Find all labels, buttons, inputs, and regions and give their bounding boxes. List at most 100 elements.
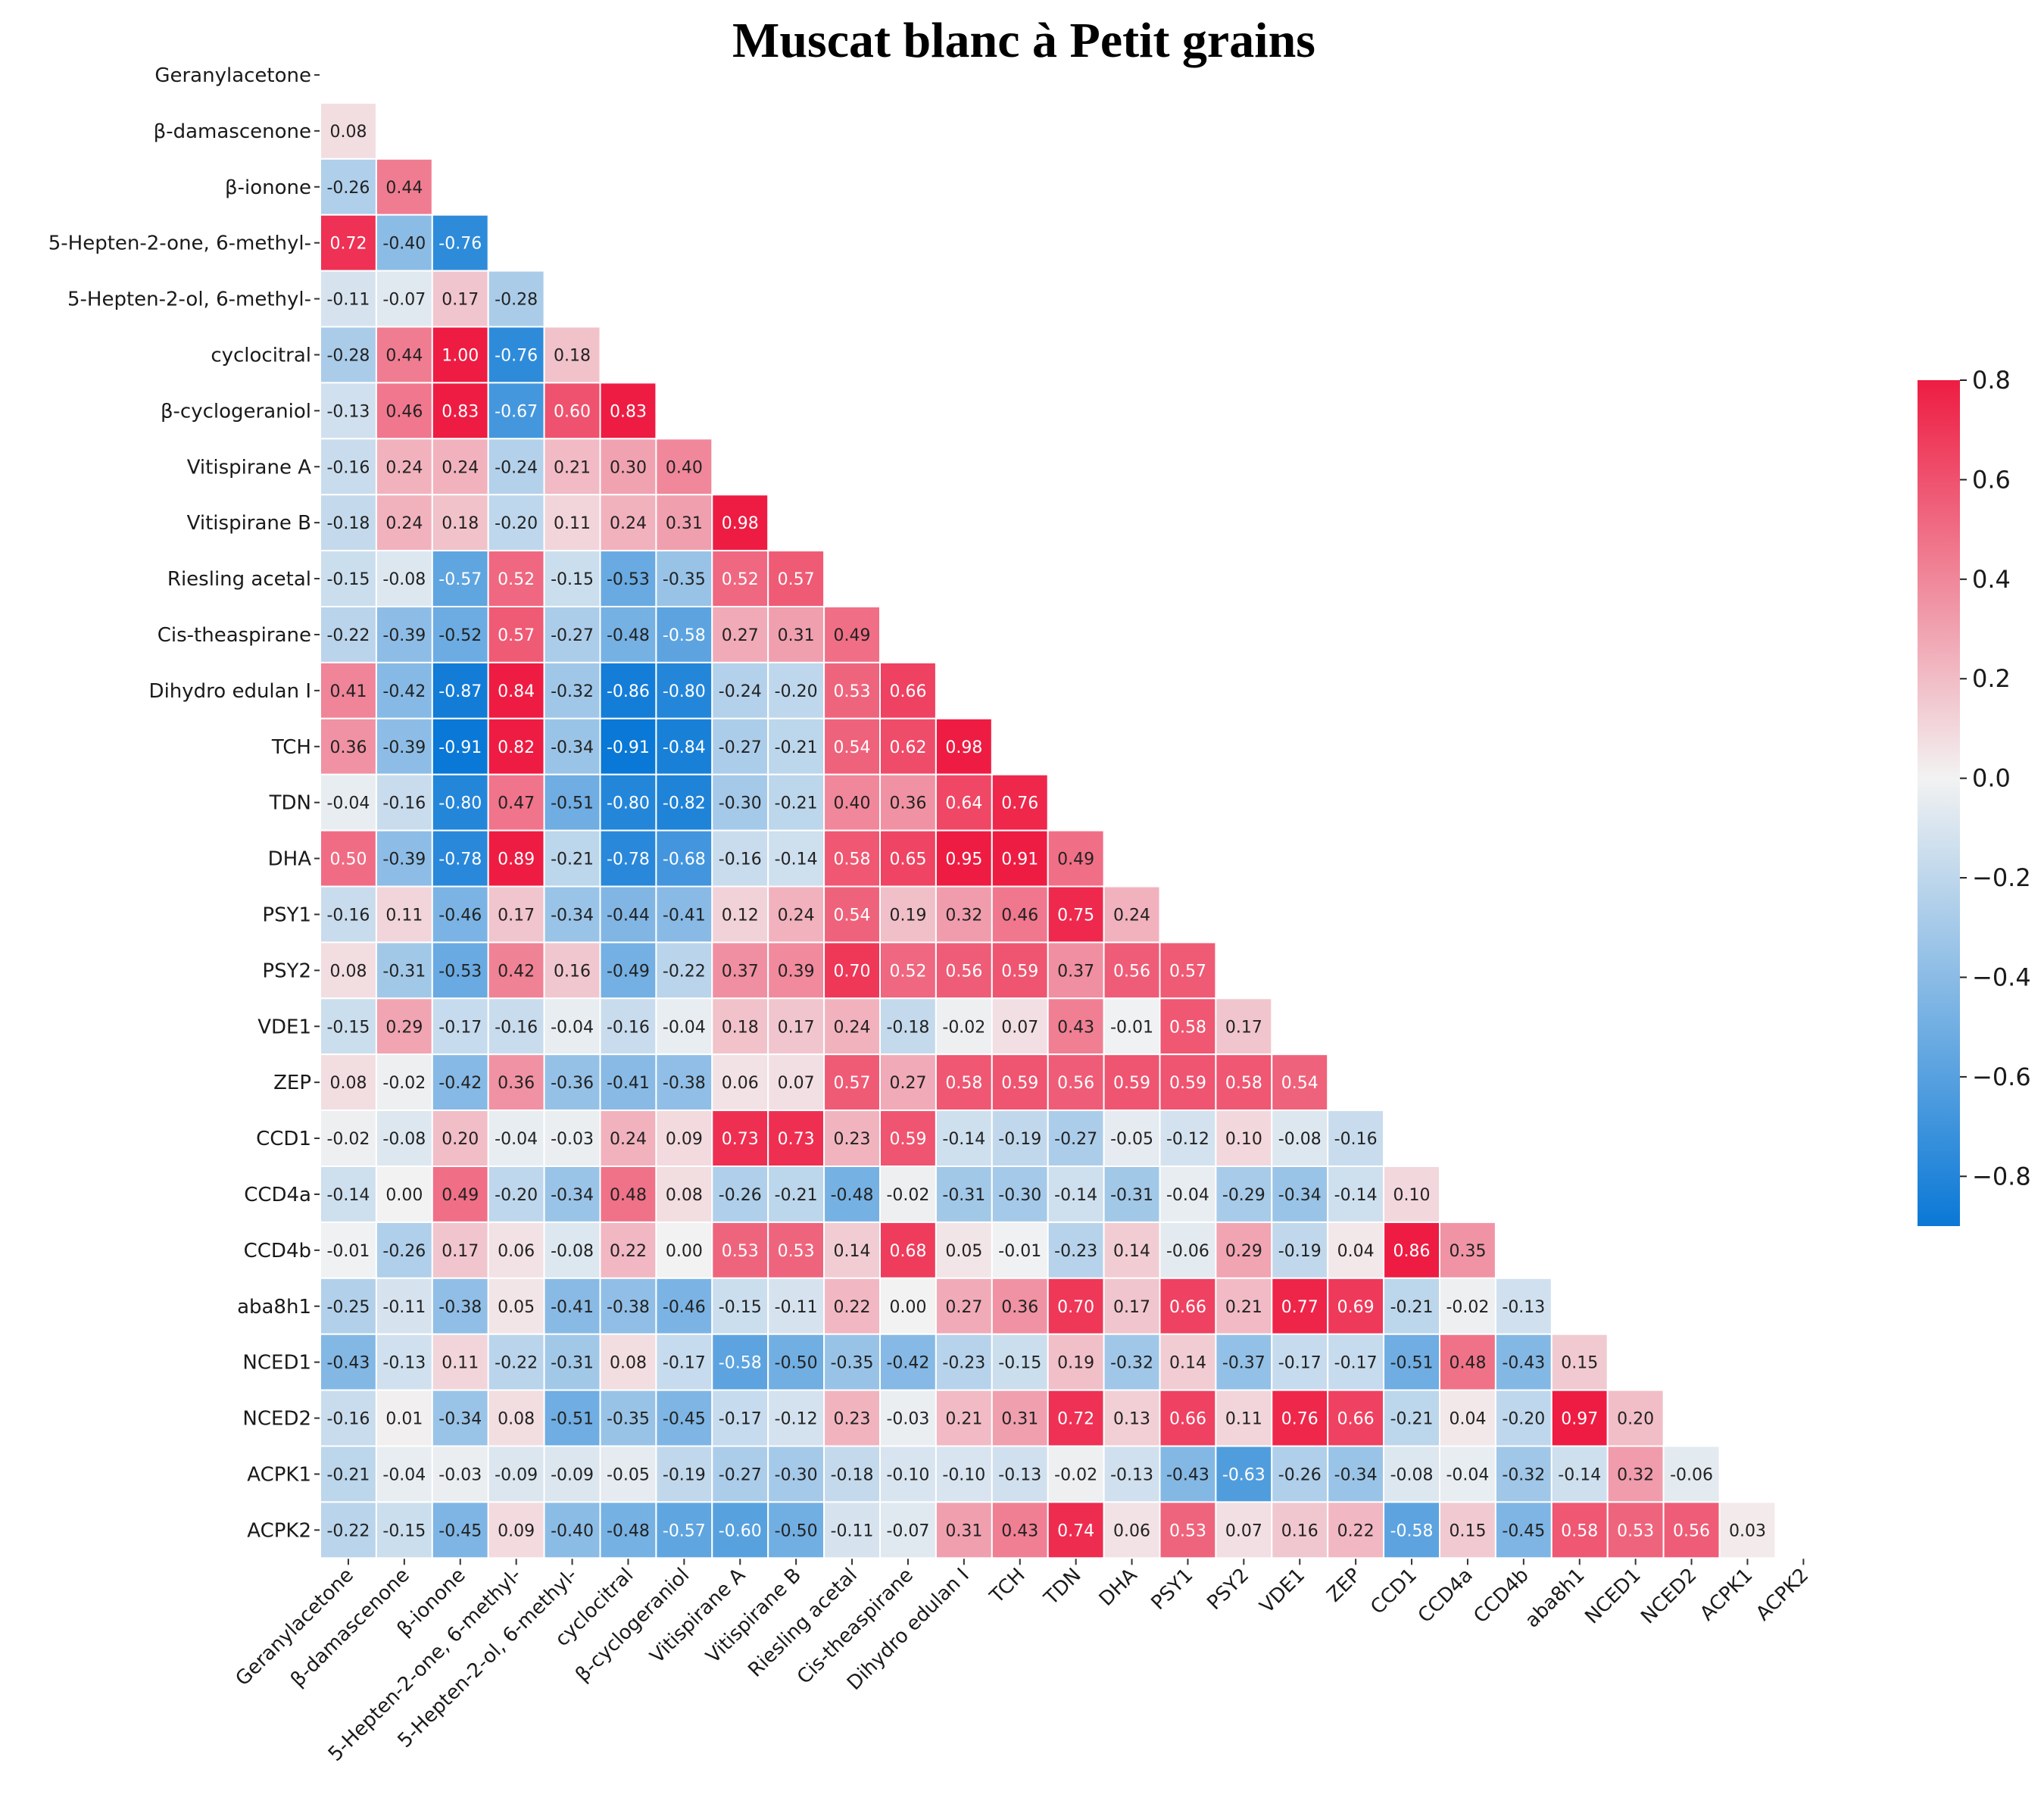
cell-value-label: 0.47: [498, 794, 535, 813]
cell-value-label: -0.16: [326, 458, 370, 477]
heatmap-cell: [1159, 1501, 1217, 1559]
cell-value-label: 0.31: [1001, 1410, 1038, 1429]
cell-value-label: 0.36: [498, 1074, 535, 1093]
cell-value-label: -0.21: [775, 738, 818, 757]
heatmap-cell: [599, 1501, 657, 1559]
heatmap-cell: [991, 997, 1049, 1056]
heatmap-cell: [711, 717, 769, 775]
heatmap-cell: [431, 1053, 489, 1112]
cell-value-label: -0.01: [1110, 1018, 1153, 1037]
colorbar-tick-label: −0.6: [1972, 1063, 2031, 1091]
cell-value-label: -0.15: [326, 1018, 370, 1037]
heatmap-cell: [1383, 1389, 1440, 1447]
heatmap-cell: [1159, 941, 1217, 1000]
cell-value-label: 0.98: [722, 514, 759, 533]
heatmap-cell: [823, 773, 881, 832]
cell-value-label: 0.98: [945, 738, 982, 757]
cell-value-label: -0.02: [382, 1074, 426, 1093]
heatmap-cell: [935, 997, 993, 1056]
cell-value-label: -0.16: [607, 1018, 650, 1037]
cell-value-label: 0.60: [554, 402, 591, 421]
cell-value-label: 0.10: [1225, 1130, 1262, 1149]
cell-value-label: -0.41: [607, 1074, 650, 1093]
cell-value-label: 0.29: [1225, 1242, 1262, 1261]
y-tick-label: Riesling acetal: [167, 568, 311, 591]
cell-value-label: -0.04: [382, 1465, 426, 1484]
heatmap-cell: [1550, 1501, 1609, 1559]
cell-value-label: 0.40: [834, 794, 871, 813]
cell-value-label: 0.16: [554, 962, 591, 981]
cell-value-label: 0.46: [1001, 906, 1038, 925]
heatmap-cell: [1606, 1389, 1665, 1447]
cell-value-label: -0.58: [719, 1354, 762, 1373]
heatmap-cell: [487, 382, 545, 440]
cell-value-label: -0.46: [663, 1298, 706, 1317]
heatmap-cell: [599, 829, 657, 888]
heatmap-cell: [1550, 1445, 1609, 1503]
cell-value-label: 0.53: [778, 1242, 815, 1261]
cell-value-label: 0.66: [1169, 1410, 1206, 1429]
cell-value-label: 0.53: [722, 1242, 759, 1261]
cell-value-label: -0.34: [1278, 1186, 1322, 1205]
cell-value-label: -0.51: [551, 794, 594, 813]
cell-value-label: -0.49: [607, 962, 650, 981]
heatmap-cell: [1047, 829, 1105, 888]
cell-value-label: -0.52: [438, 626, 482, 645]
heatmap-cell: [879, 1333, 937, 1391]
cell-value-label: -0.80: [607, 794, 650, 813]
cell-value-label: -0.38: [438, 1298, 482, 1317]
heatmap-cell: [320, 1166, 377, 1223]
heatmap-cell: [375, 1501, 433, 1559]
cell-value-label: -0.43: [1166, 1465, 1209, 1484]
y-tick-label: β-ionone: [225, 176, 311, 199]
cell-value-label: 0.58: [1169, 1018, 1206, 1037]
cell-value-label: -0.78: [607, 850, 650, 869]
heatmap-cell: [1159, 1333, 1217, 1391]
heatmap-cell: [487, 270, 545, 328]
heatmap-cell: [599, 661, 657, 719]
heatmap-cell: [599, 941, 657, 1000]
cell-value-label: -0.26: [719, 1186, 762, 1205]
cell-value-label: 0.59: [1113, 1074, 1150, 1093]
cell-value-label: 0.89: [498, 850, 535, 869]
cell-value-label: -0.50: [775, 1521, 818, 1540]
cell-value-label: 0.20: [442, 1130, 479, 1149]
y-tick-label: ACPK1: [247, 1463, 311, 1486]
y-axis-labels: Geranylacetone β-damascenone β-ionone 5-Hep…: [48, 64, 320, 1542]
heatmap-cell: [599, 773, 657, 832]
cell-value-label: 0.23: [834, 1130, 871, 1149]
cell-value-label: -0.14: [1054, 1186, 1097, 1205]
heatmap-cell: [655, 1333, 713, 1391]
heatmap-cell: [1271, 1277, 1329, 1335]
cell-value-label: -0.53: [438, 962, 482, 981]
cell-value-label: -0.17: [1334, 1354, 1378, 1373]
heatmap-cell: [431, 773, 489, 832]
heatmap-cell: [935, 829, 993, 888]
colorbar: 0.8 0.6 0.4 0.2 0.0 −0.2 −0.4 −0.6 −0.8: [1918, 366, 2031, 1226]
y-tick-label: β-cyclogeraniol: [161, 400, 311, 423]
cell-value-label: -0.04: [551, 1018, 594, 1037]
cell-value-label: -0.16: [495, 1018, 538, 1037]
heatmap-cell: [487, 1277, 545, 1335]
cell-value-label: -0.14: [326, 1186, 370, 1205]
heatmap-cell: [935, 1333, 993, 1391]
cell-value-label: -0.11: [326, 291, 370, 310]
heatmap-cell: [823, 717, 881, 775]
cell-value-label: -0.43: [1502, 1354, 1545, 1373]
heatmap-cell: [1383, 1166, 1440, 1223]
y-tick-label: Vitispirane B: [187, 512, 311, 535]
heatmap-cell: [1494, 1389, 1553, 1447]
colorbar-gradient: [1918, 380, 1960, 1226]
heatmap-cell: [879, 1109, 937, 1167]
cell-value-label: 0.58: [1225, 1074, 1262, 1093]
x-tick-label: ZEP: [1323, 1564, 1366, 1607]
cell-value-label: 0.09: [498, 1521, 535, 1540]
cell-value-label: 0.49: [1057, 850, 1094, 869]
cell-value-label: 0.21: [1225, 1298, 1262, 1317]
heatmap-cell: [487, 941, 545, 1000]
cell-value-label: -0.22: [663, 962, 706, 981]
heatmap-cell: [711, 1333, 769, 1391]
cell-value-label: -0.34: [438, 1410, 482, 1429]
heatmap-cell: [823, 1501, 881, 1559]
heatmap-cell: [767, 606, 825, 663]
